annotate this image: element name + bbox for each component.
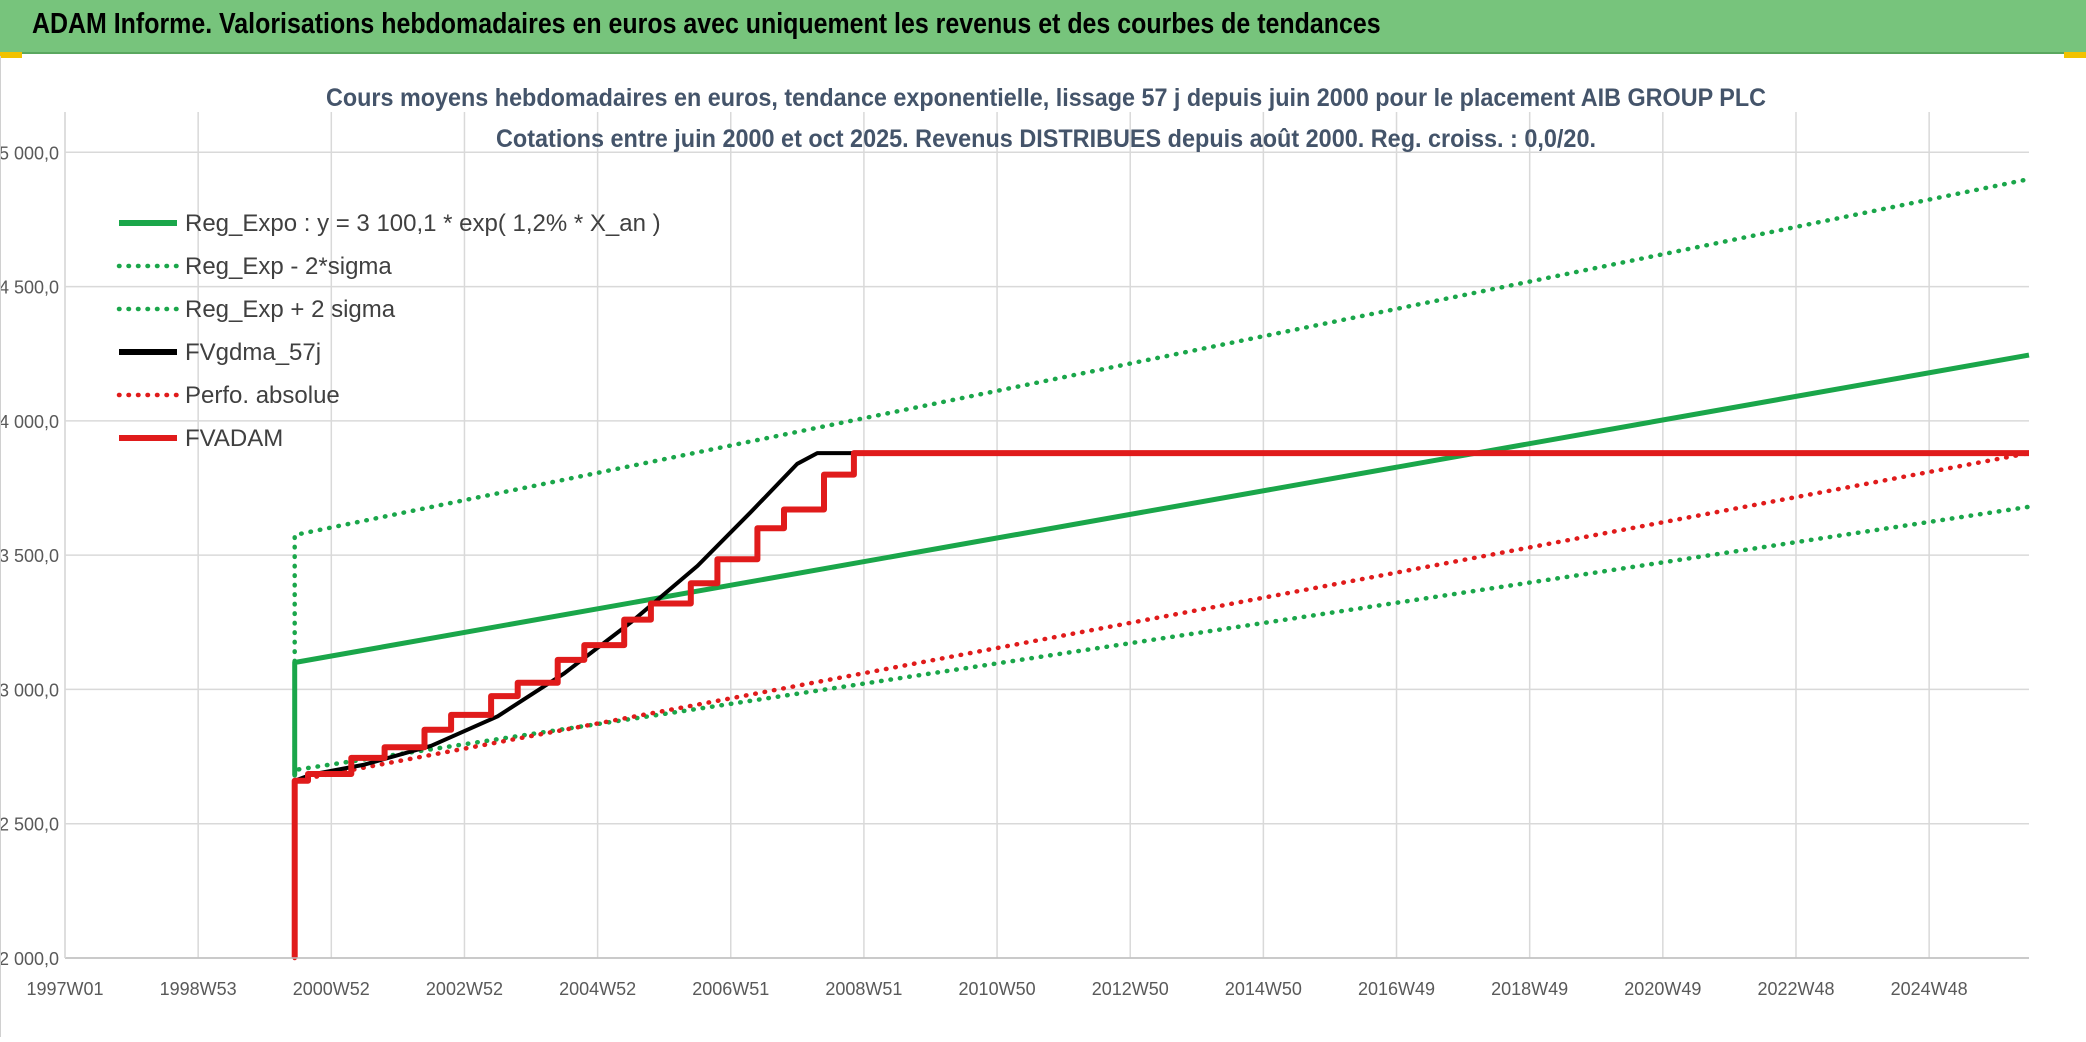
x-tick-label: 2022W48 xyxy=(1757,979,1834,999)
x-tick-label: 2010W50 xyxy=(959,979,1036,999)
series-line-2 xyxy=(292,176,2032,778)
series-line-0 xyxy=(292,352,2030,776)
legend-label-0: Reg_Expo : y = 3 100,1 * exp( 1,2% * X_a… xyxy=(185,210,661,237)
axes: 2 000,0 2 500,0 3 000,0 3 500,0 4 000,0 4 500… xyxy=(0,112,2029,999)
header-bar: ADAM Informe. Valorisations hebdomadaire… xyxy=(0,0,2086,54)
x-tick-label: 2006W51 xyxy=(692,979,769,999)
legend-label-2: Reg_Exp + 2 sigma xyxy=(185,296,396,323)
legend-label-5: FVADAM xyxy=(185,425,283,452)
legend: Reg_Expo : y = 3 100,1 * exp( 1,2% * X_a… xyxy=(116,210,661,452)
series-layer xyxy=(291,176,2032,961)
page-title: ADAM Informe. Valorisations hebdomadaire… xyxy=(32,8,1381,40)
series-line-4 xyxy=(292,450,2032,961)
x-tick-label: 1997W01 xyxy=(26,979,103,999)
y-tick-label: 5 000,0 xyxy=(1,143,59,163)
chart-frame: 2 000,0 2 500,0 3 000,0 3 500,0 4 000,0 4 500… xyxy=(0,56,2086,1037)
x-tick-label: 2016W49 xyxy=(1358,979,1435,999)
chart-subtitle: Cotations entre juin 2000 et oct 2025. R… xyxy=(496,125,1596,153)
y-tick-label: 3 000,0 xyxy=(1,680,59,700)
x-tick-label: 1998W53 xyxy=(160,979,237,999)
y-tick-label: 4 500,0 xyxy=(1,278,59,298)
x-tick-label: 2004W52 xyxy=(559,979,636,999)
grid-lines xyxy=(64,112,2029,959)
corner-accent-right xyxy=(2064,52,2086,58)
x-tick-label: 2014W50 xyxy=(1225,979,1302,999)
x-tick-label: 2002W52 xyxy=(426,979,503,999)
y-tick-label: 4 000,0 xyxy=(1,412,59,432)
y-tick-label: 3 500,0 xyxy=(1,546,59,566)
y-tick-label: 2 000,0 xyxy=(1,949,59,969)
x-tick-label: 2008W51 xyxy=(825,979,902,999)
series-line-1 xyxy=(292,504,2032,778)
corner-accent-left xyxy=(0,52,22,58)
legend-label-1: Reg_Exp - 2*sigma xyxy=(185,253,392,280)
legend-label-3: FVgdma_57j xyxy=(185,339,321,366)
x-tick-label: 2020W49 xyxy=(1624,979,1701,999)
x-tick-label: 2000W52 xyxy=(293,979,370,999)
chart-svg: 2 000,0 2 500,0 3 000,0 3 500,0 4 000,0 4 500… xyxy=(0,84,2032,999)
x-tick-label: 2018W49 xyxy=(1491,979,1568,999)
legend-label-4: Perfo. absolue xyxy=(185,382,340,409)
x-tick-label: 2012W50 xyxy=(1092,979,1169,999)
y-tick-label: 2 500,0 xyxy=(1,815,59,835)
series-line-5 xyxy=(291,450,2029,958)
chart-title: Cours moyens hebdomadaires en euros, ten… xyxy=(326,84,1766,112)
x-tick-label: 2024W48 xyxy=(1891,979,1968,999)
